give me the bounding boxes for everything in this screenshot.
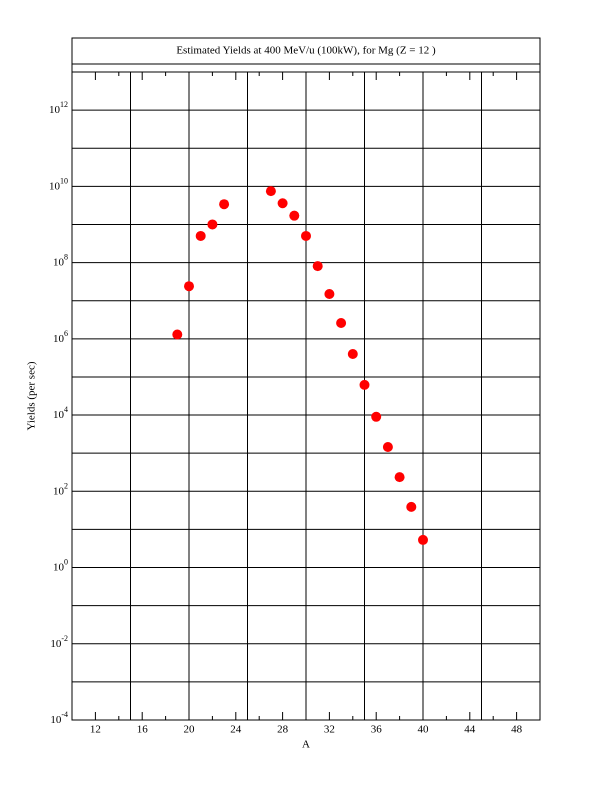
x-tick-label: 12 [90,724,101,736]
data-point [406,501,417,512]
chart-title: Estimated Yields at 400 MeV/u (100kW), f… [176,45,436,57]
x-tick-label: 40 [418,724,430,736]
data-point [207,219,218,230]
data-point [289,210,300,221]
y-tick-label: 104 [53,405,68,421]
x-axis-label: A [302,739,310,751]
x-tick-label: 28 [277,724,289,736]
data-point [336,318,347,329]
data-point [347,348,358,359]
data-point [394,472,405,483]
data-point [277,198,288,209]
data-point [382,442,393,453]
data-point [371,411,382,422]
y-tick-label: 10-4 [50,710,68,726]
data-point [324,288,335,299]
data-point [219,199,230,210]
data-point [184,281,194,292]
x-tick-label: 20 [184,724,196,736]
y-tick-label: 108 [53,252,68,268]
y-tick-label: 10-2 [50,634,68,650]
x-tick-label: 48 [511,724,523,736]
x-tick-label: 44 [464,724,476,736]
x-tick-label: 16 [137,724,149,736]
y-tick-label: 100 [53,557,68,573]
y-axis-label: Yields (per sec) [26,361,38,430]
data-point [265,186,276,197]
data-point [195,230,206,241]
data-point [418,534,428,545]
y-tick-label: 1010 [49,176,68,192]
x-tick-label: 24 [230,724,242,736]
y-tick-label: 102 [53,481,68,497]
x-tick-label: 36 [371,724,383,736]
data-point [301,230,311,241]
data-point [359,379,370,390]
x-tick-label: 32 [324,724,335,736]
data-point [312,261,323,272]
y-tick-label: 106 [53,329,68,345]
data-point [172,329,183,340]
y-tick-label: 1012 [49,100,68,116]
